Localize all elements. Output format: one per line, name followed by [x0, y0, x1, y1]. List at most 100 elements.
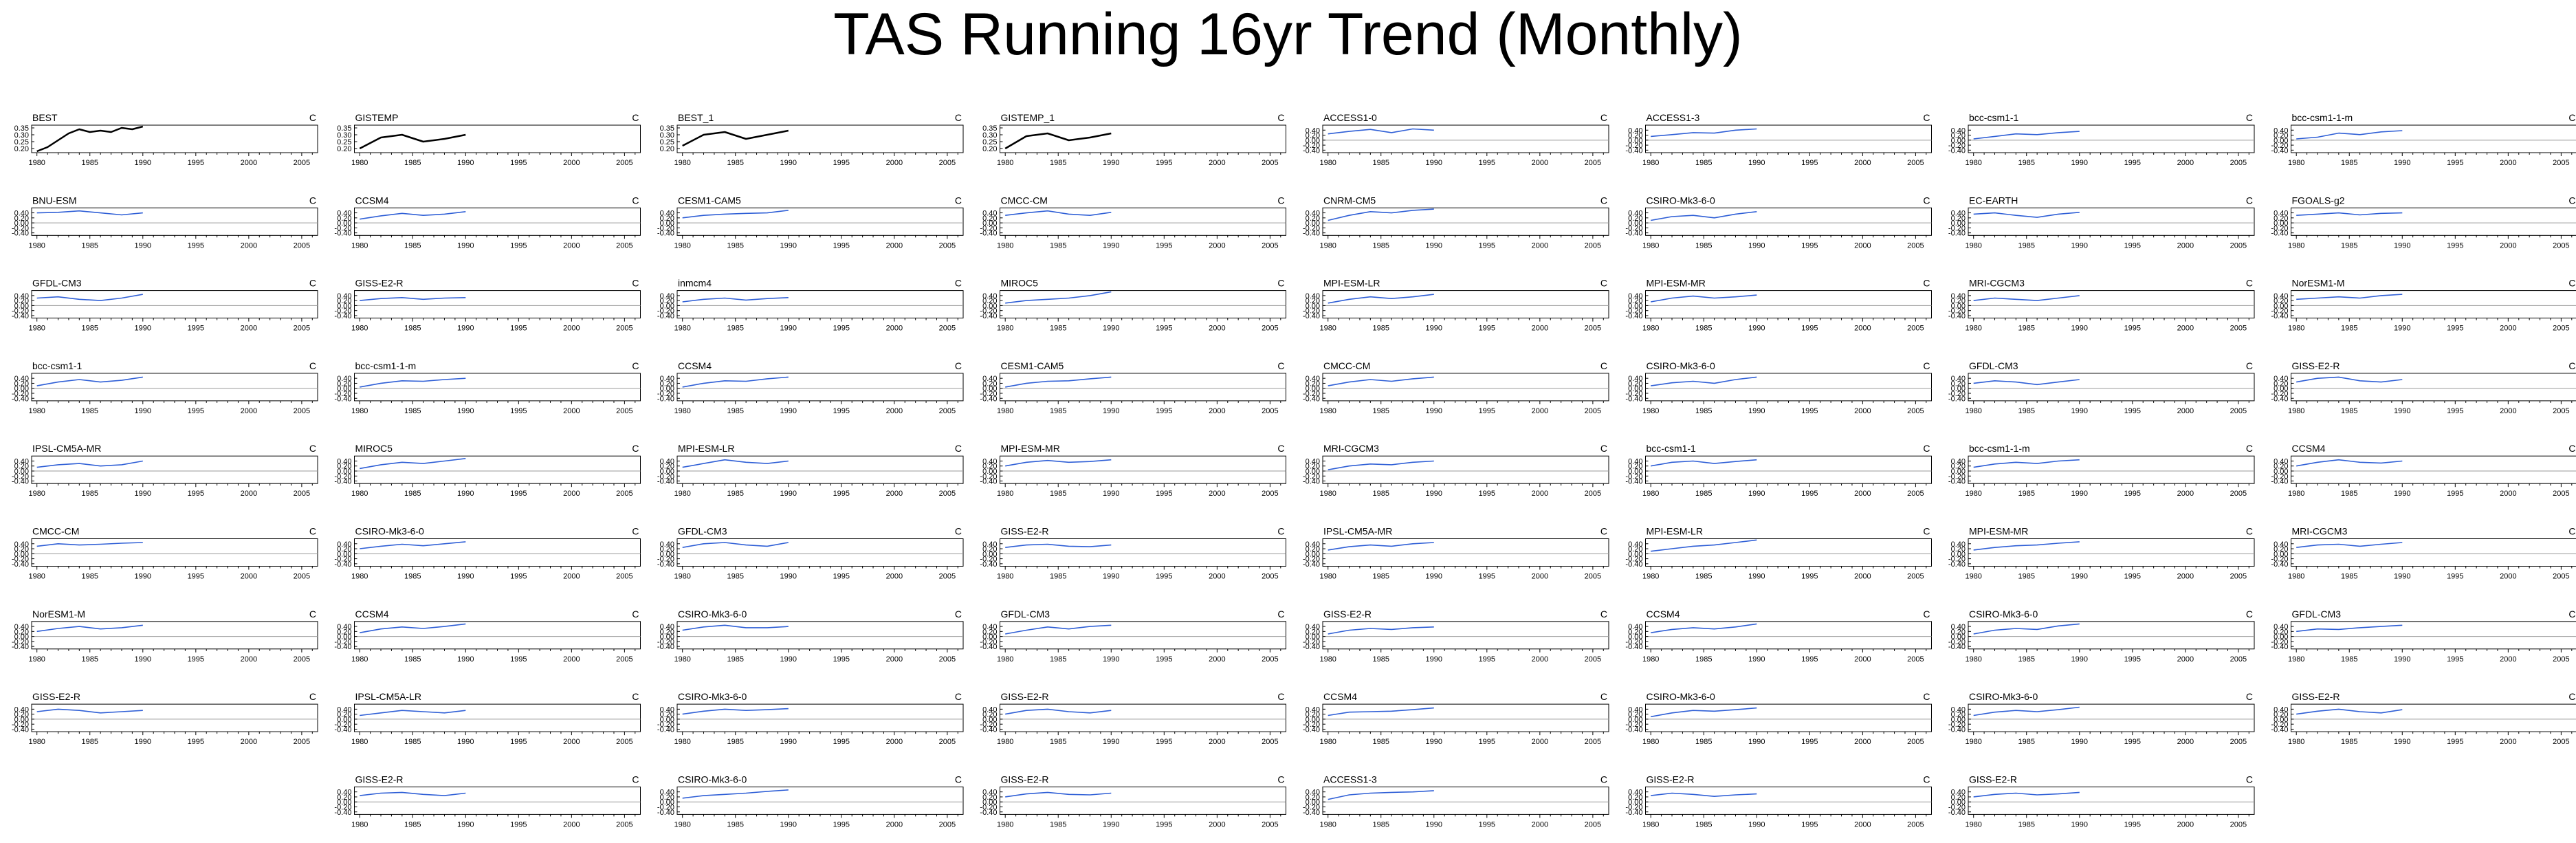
x-tick-label: 2000 [2177, 573, 2194, 581]
x-tick-label: 1980 [1642, 325, 1659, 333]
x-tick-label: 1990 [457, 490, 474, 498]
y-tick-label: -0.20 [12, 556, 29, 564]
series-line [682, 210, 789, 219]
panel-title: GISTEMP_1 [1001, 112, 1055, 123]
y-tick-label: 0.20 [1951, 711, 1966, 719]
x-tick-label: 1980 [1319, 738, 1336, 746]
plot-frame [354, 703, 641, 732]
plot-frame [354, 373, 641, 402]
x-tick-label: 1995 [833, 820, 850, 829]
y-tick-label: 0.40 [982, 623, 997, 631]
y-tick-label: -0.20 [1948, 556, 1966, 564]
x-tick-label: 2005 [1907, 820, 1924, 829]
x-tick-label: 2000 [886, 573, 903, 581]
x-tick-label: 1985 [2018, 325, 2034, 333]
x-tick-label: 1980 [351, 738, 368, 746]
x-tick-label: 2005 [294, 573, 310, 581]
y-tick-label: 0.40 [1628, 210, 1642, 218]
y-tick-label: 0.40 [14, 705, 29, 714]
y-tick-label: 0.25 [14, 138, 29, 146]
x-tick-label: 1990 [135, 738, 151, 746]
y-tick-label: -0.40 [1625, 478, 1642, 486]
x-tick-label: 2000 [1854, 159, 1871, 167]
y-tick-label: -0.20 [1948, 224, 1966, 232]
panel-42: CSIRO-Mk3-6-0 C 0.400.200.00-0.20-0.401980… [334, 526, 641, 581]
panel-title: MRI-CGCM3 [1969, 278, 2025, 289]
y-tick-label: 0.00 [337, 302, 351, 310]
x-tick-label: 1995 [833, 241, 850, 250]
x-tick-label: 2000 [563, 573, 580, 581]
x-tick-label: 1980 [28, 241, 45, 250]
x-tick-label: 2005 [1262, 241, 1278, 250]
y-tick-label: 0.20 [337, 711, 351, 719]
x-tick-label: 1995 [1801, 820, 1818, 829]
x-tick-label: 2005 [1907, 490, 1924, 498]
x-tick-label: 2005 [1907, 655, 1924, 664]
plot-frame [676, 207, 964, 236]
y-tick-label: 0.35 [337, 124, 351, 133]
x-tick-label: 1985 [727, 325, 743, 333]
y-tick-label: -0.40 [980, 312, 997, 320]
x-tick-label: 1995 [1156, 573, 1172, 581]
y-tick-label: 0.40 [1628, 292, 1642, 300]
y-tick-label: -0.20 [12, 472, 29, 481]
x-tick-label: 1995 [2447, 241, 2463, 250]
x-tick-label: 1995 [833, 573, 850, 581]
x-tick-label: 1980 [1319, 820, 1336, 829]
y-tick-label: -0.20 [1303, 721, 1320, 729]
y-tick-label: -0.40 [1948, 809, 1966, 817]
y-tick-label: -0.40 [334, 312, 351, 320]
x-tick-label: 1985 [1372, 325, 1389, 333]
y-tick-label: 0.20 [2274, 380, 2288, 388]
y-tick-label: -0.40 [1625, 560, 1642, 569]
series-line [360, 458, 466, 470]
y-tick-label: 0.20 [337, 297, 351, 305]
y-tick-label: 0.00 [1951, 219, 1966, 228]
x-tick-label: 1980 [1965, 159, 1981, 167]
x-tick-label: 1995 [510, 241, 527, 250]
panel-title: CMCC-CM [32, 526, 79, 537]
y-tick-label: 0.20 [2274, 297, 2288, 305]
y-tick-label: 0.40 [660, 705, 674, 714]
x-tick-label: 2005 [2553, 407, 2569, 415]
x-tick-label: 1990 [2071, 159, 2088, 167]
panel-57: GISS-E2-R C 0.400.200.00-0.20-0.40 1980 1985… [12, 691, 318, 746]
x-tick-label: 2000 [563, 159, 580, 167]
y-tick-label: -0.40 [12, 725, 29, 734]
panel-68: ACCESS1-3 C 0.400.200.00-0.20-0.40 1980 1985… [1303, 774, 1609, 829]
panel-unit: C [1277, 195, 1284, 206]
x-tick-label: 1990 [1103, 241, 1119, 250]
panel-unit: C [2568, 360, 2575, 371]
x-tick-label: 1980 [674, 573, 690, 581]
series-line [682, 376, 789, 388]
panel-unit: C [2246, 360, 2253, 371]
x-tick-label: 1985 [2341, 490, 2357, 498]
x-tick-label: 2000 [1209, 738, 1225, 746]
x-tick-label: 1985 [404, 820, 421, 829]
panel-unit: C [632, 526, 639, 537]
series-line [36, 624, 143, 633]
plot-frame [2291, 290, 2576, 319]
y-tick-label: 0.20 [14, 145, 29, 153]
plot-frame [676, 290, 964, 319]
x-tick-label: 1980 [674, 159, 690, 167]
series-line [1005, 291, 1112, 304]
series-line [1328, 707, 1434, 716]
panel-title: CCSM4 [355, 195, 389, 206]
x-tick-label: 1995 [510, 490, 527, 498]
x-tick-label: 1980 [28, 738, 45, 746]
y-tick-label: 0.00 [1628, 468, 1642, 476]
y-tick-label: -0.40 [1303, 478, 1320, 486]
plot-frame [1968, 124, 2255, 153]
y-tick-label: -0.20 [1625, 472, 1642, 481]
plot-frame [1968, 373, 2255, 402]
x-tick-label: 1980 [1319, 490, 1336, 498]
x-tick-label: 1995 [1801, 325, 1818, 333]
series-line [2296, 130, 2403, 140]
x-tick-label: 1985 [727, 820, 743, 829]
x-tick-label: 1985 [2018, 490, 2034, 498]
series-line [682, 542, 789, 548]
